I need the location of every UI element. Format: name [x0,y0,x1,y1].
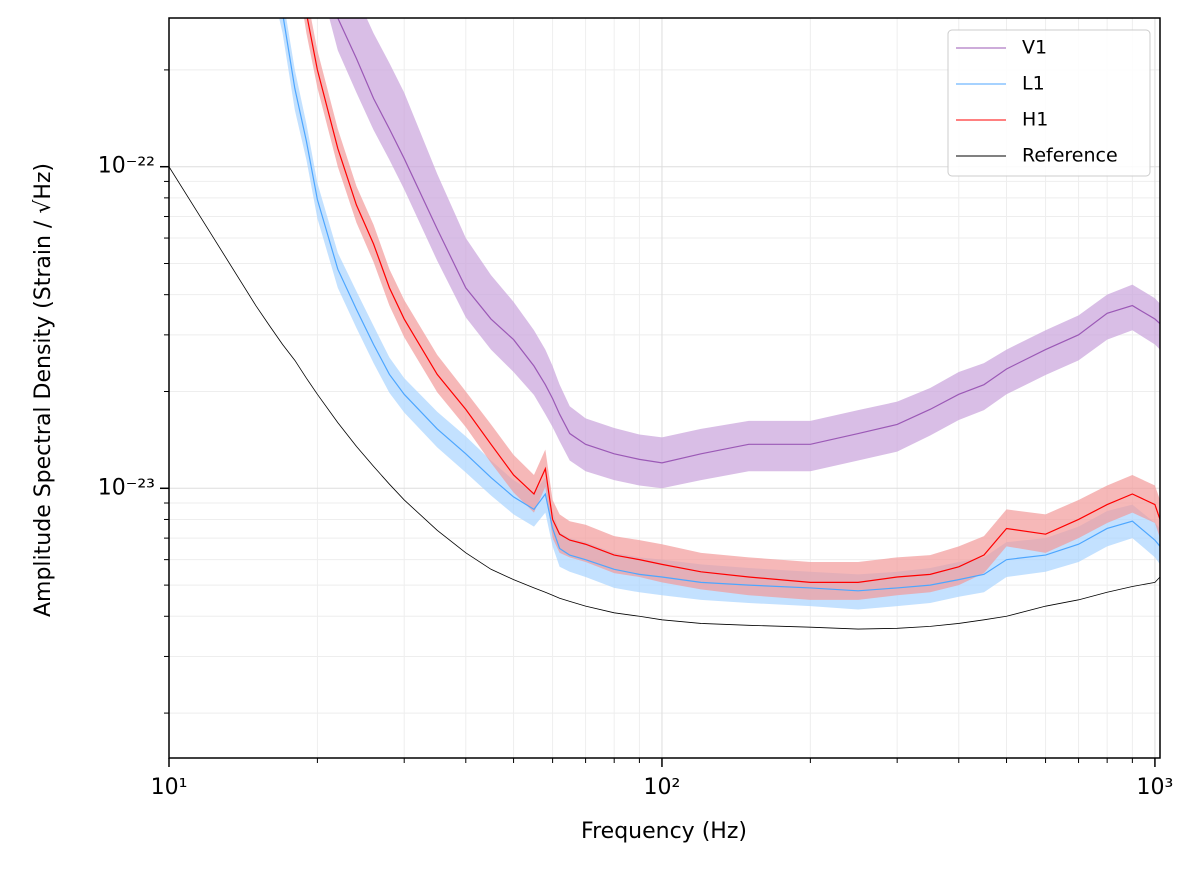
x-tick-label: 10¹ [151,775,188,800]
axes-frame [168,17,1161,759]
legend-label: V1 [1022,37,1047,59]
series-line [282,18,1160,592]
y-tick-label: 10⁻²³ [98,475,155,500]
legend-label: L1 [1022,73,1045,95]
x-tick-label: 10² [644,775,681,800]
y-tick-label: 10⁻²² [98,154,155,179]
legend: V1 L1 H1 Reference [947,29,1151,177]
ticks: 10¹ 10² 10³ 10⁻²³ 10⁻²² [98,69,1174,800]
plot-area [169,18,1160,630]
x-axis-label: Frequency (Hz) [581,819,747,844]
legend-frame [947,29,1151,177]
series-line [306,18,1160,583]
y-axis-label: Amplitude Spectral Density (Strain / √Hz… [31,163,56,617]
legend-label: H1 [1022,109,1048,131]
legend-label: Reference [1022,145,1118,167]
x-tick-label: 10³ [1137,775,1174,800]
series-line [337,18,1160,464]
series-line [169,166,1160,630]
confidence-band [279,18,1160,610]
grid [168,18,1160,758]
